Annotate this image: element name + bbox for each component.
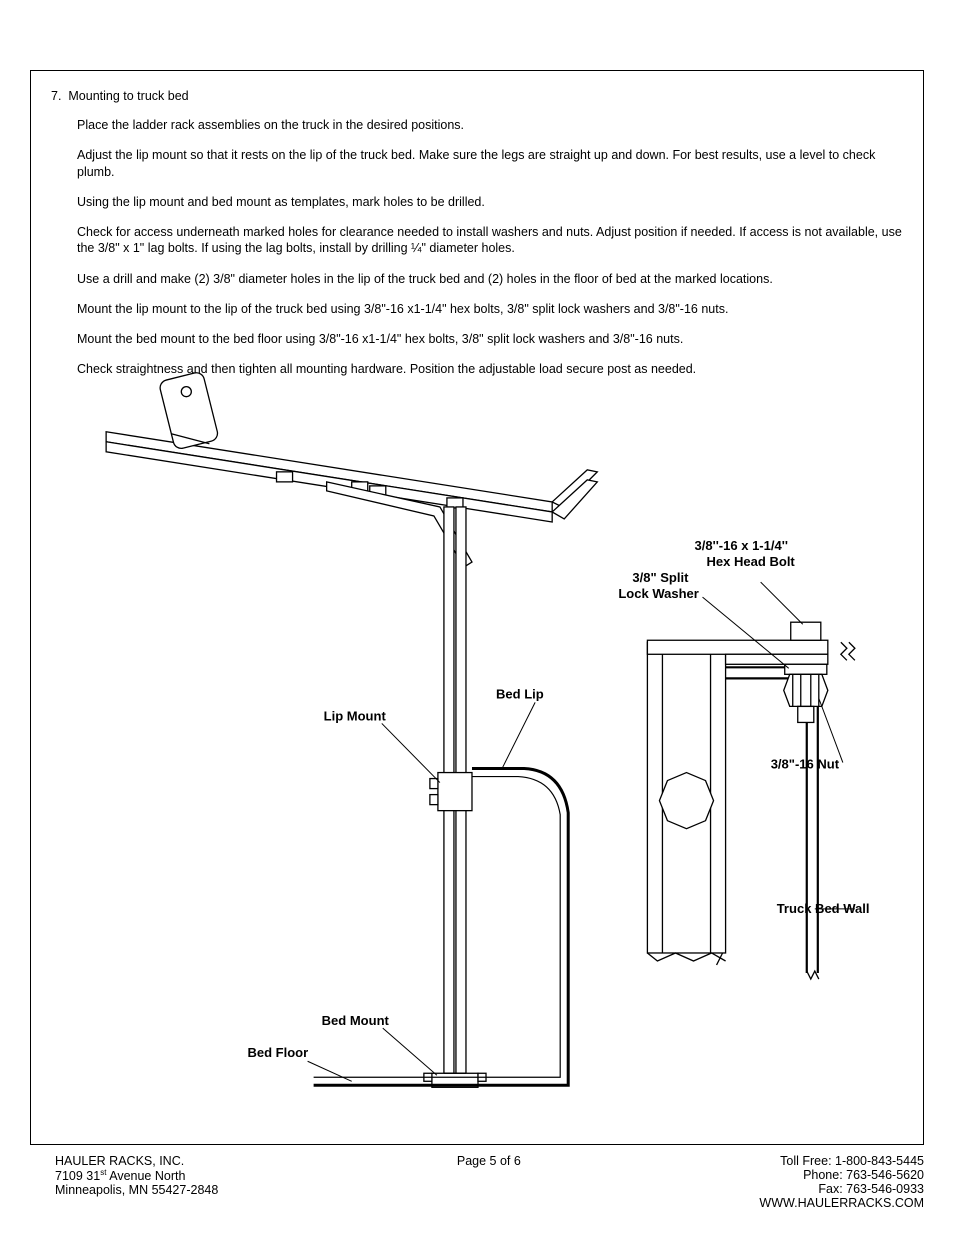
instruction: Check for access underneath marked holes…	[77, 224, 903, 257]
label-bed-floor: Bed Floor	[247, 1045, 308, 1060]
label-lip-mount: Lip Mount	[324, 708, 387, 723]
diagram-svg: Lip Mount Bed Lip Bed Mount Bed Floor	[51, 371, 903, 1124]
footer-right: Toll Free: 1-800-843-5445 Phone: 763-546…	[759, 1154, 924, 1210]
detail-view-icon	[647, 582, 854, 979]
label-hex-bolt-1: 3/8''-16 x 1-1/4''	[695, 538, 788, 553]
toll-free: Toll Free: 1-800-843-5445	[759, 1154, 924, 1168]
instruction: Use a drill and make (2) 3/8" diameter h…	[77, 271, 903, 287]
label-bed-lip: Bed Lip	[496, 686, 544, 701]
instruction: Using the lip mount and bed mount as tem…	[77, 194, 903, 210]
label-hex-bolt-2: Hex Head Bolt	[707, 554, 796, 569]
website: WWW.HAULERRACKS.COM	[759, 1196, 924, 1210]
footer-left: HAULER RACKS, INC. 7109 31st Avenue Nort…	[55, 1154, 218, 1210]
company-name: HAULER RACKS, INC.	[55, 1154, 218, 1168]
fax: Fax: 763-546-0933	[759, 1182, 924, 1196]
label-washer-1: 3/8" Split	[632, 570, 689, 585]
instruction: Adjust the lip mount so that it rests on…	[77, 147, 903, 180]
page-number: Page 5 of 6	[218, 1154, 759, 1168]
instruction: Mount the lip mount to the lip of the tr…	[77, 301, 903, 317]
step-title: 7. Mounting to truck bed	[51, 89, 903, 103]
footer: HAULER RACKS, INC. 7109 31st Avenue Nort…	[55, 1154, 924, 1210]
footer-center: Page 5 of 6	[218, 1154, 759, 1210]
address-line-2: Minneapolis, MN 55427-2848	[55, 1183, 218, 1197]
diagram: Lip Mount Bed Lip Bed Mount Bed Floor	[51, 371, 903, 1124]
rack-assembly-icon	[106, 371, 597, 1087]
label-nut: 3/8"-16 Nut	[771, 757, 840, 772]
label-truck-bed-wall: Truck Bed Wall	[777, 901, 870, 916]
label-bed-mount: Bed Mount	[322, 1013, 390, 1028]
step-heading: Mounting to truck bed	[68, 89, 188, 103]
content-border: 7. Mounting to truck bed Place the ladde…	[30, 70, 924, 1145]
instruction: Place the ladder rack assemblies on the …	[77, 117, 903, 133]
label-washer-2: Lock Washer	[618, 586, 699, 601]
address-line-1: 7109 31st Avenue North	[55, 1168, 218, 1183]
instruction: Mount the bed mount to the bed floor usi…	[77, 331, 903, 347]
step-number: 7.	[51, 89, 61, 103]
phone: Phone: 763-546-5620	[759, 1168, 924, 1182]
truck-bed-outline-icon	[314, 769, 569, 1086]
page: 7. Mounting to truck bed Place the ladde…	[0, 0, 954, 1235]
